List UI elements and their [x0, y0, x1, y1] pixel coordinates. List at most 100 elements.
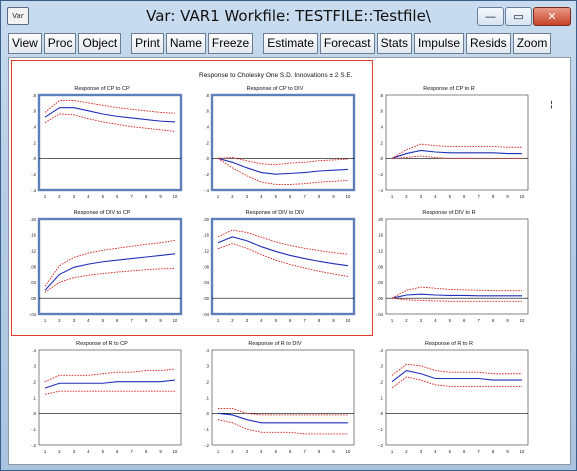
irf-panel[interactable]: Response of CP to DIV -.4 -.2 .0 .2 .4 .6 .8 1 2 3…	[192, 84, 358, 204]
forecast-button[interactable]: Forecast	[319, 33, 375, 54]
irf-panel[interactable]: Response of R to R -.2 -.1 .0 .1 .2 .3 .4 1 2 3 4 5 6…	[366, 339, 532, 459]
x-tick-label: 5	[275, 194, 278, 199]
x-tick-label: 10	[173, 194, 178, 199]
x-tick-label: 2	[231, 449, 234, 454]
panel-chart: -.2 -.1 .0 .1 .2 .3 .4 1 2 3 4 5 6 7 8 9 10	[204, 348, 355, 454]
y-tick-label: -.04	[376, 312, 384, 317]
view-button[interactable]: View	[8, 33, 42, 54]
x-tick-label: 2	[231, 194, 234, 199]
plot-frame	[385, 349, 529, 446]
irf-panel[interactable]: Response of R to DIV -.2 -.1 .0 .1 .2 .3 .4 1 2 3 4…	[192, 339, 358, 459]
x-tick-label: 3	[73, 318, 76, 323]
y-tick-label: .3	[206, 364, 210, 369]
panel-chart: -.4 -.2 .0 .2 .4 .6 .8 1 2 3 4 5 6 7 8 9 10	[378, 93, 529, 199]
panel-title: Response of CP to DIV	[246, 86, 304, 92]
panel-title: Response of R to R	[425, 341, 473, 347]
y-tick-label: .8	[206, 93, 210, 98]
x-tick-label: 10	[520, 318, 525, 323]
title-bar[interactable]: Var Var: VAR1 Workfile: TESTFILE::Testfi…	[1, 1, 576, 31]
x-tick-label: 2	[231, 318, 234, 323]
plot-frame	[37, 217, 183, 316]
upper-band-line	[391, 143, 522, 159]
y-tick-label: .16	[30, 233, 36, 238]
stats-button[interactable]: Stats	[376, 33, 412, 54]
proc-button[interactable]: Proc	[43, 33, 77, 54]
freeze-button[interactable]: Freeze	[207, 33, 254, 54]
x-tick-label: 2	[405, 194, 408, 199]
x-tick-label: 7	[303, 318, 306, 323]
y-tick-label: .6	[33, 109, 37, 114]
x-tick-label: 1	[44, 318, 47, 323]
lower-band-line	[44, 268, 176, 293]
y-tick-label: .0	[380, 156, 384, 161]
x-tick-label: 9	[332, 194, 335, 199]
maximize-button[interactable]: ▭	[505, 7, 532, 26]
y-tick-label: .8	[380, 93, 384, 98]
upper-band-line	[391, 286, 522, 299]
irf-panel[interactable]: Response of CP to R -.4 -.2 .0 .2 .4 .6 .8 1 2 3 4 5…	[366, 84, 532, 204]
x-tick-label: 8	[318, 318, 321, 323]
irf-panel[interactable]: Response of DIV to DIV -.04 .00 .04 .08 .12 .1…	[192, 208, 358, 328]
panel-title: Response of CP to CP	[74, 86, 130, 92]
impulse-button[interactable]: Impulse	[413, 33, 464, 54]
irf-panel[interactable]: Response of CP to CP -.4 -.2 .0 .2 .4 .6 .8 1 2 3 4…	[19, 84, 185, 204]
y-tick-label: .4	[33, 124, 37, 129]
object-button[interactable]: Object	[78, 33, 122, 54]
plot-frame	[211, 349, 355, 446]
y-tick-label: .08	[30, 264, 36, 269]
x-tick-label: 10	[346, 318, 351, 323]
lower-band-line	[217, 419, 348, 435]
x-tick-label: 3	[420, 318, 423, 323]
x-tick-label: 5	[102, 194, 105, 199]
toolbar: View Proc Object Print Name Freeze Estim…	[8, 33, 552, 55]
close-button[interactable]: ✕	[533, 7, 571, 26]
x-tick-label: 9	[159, 194, 162, 199]
upper-band-line	[218, 408, 348, 416]
x-tick-label: 2	[405, 449, 408, 454]
irf-panel[interactable]: Response of DIV to CP -.04 .00 .04 .08 .12 .16…	[19, 208, 185, 328]
zoom-button[interactable]: Zoom	[512, 33, 552, 54]
y-tick-label: .0	[206, 411, 210, 416]
x-tick-label: 6	[463, 449, 466, 454]
x-tick-label: 10	[520, 449, 525, 454]
estimate-button[interactable]: Estimate	[263, 33, 318, 54]
x-tick-label: 6	[289, 449, 292, 454]
x-tick-label: 1	[391, 194, 394, 199]
y-tick-label: .3	[380, 364, 384, 369]
x-tick-label: 5	[102, 449, 105, 454]
x-tick-label: 6	[463, 194, 466, 199]
x-tick-label: 4	[87, 318, 90, 323]
panel-title: Response of DIV to CP	[73, 210, 131, 216]
x-tick-label: 10	[173, 449, 178, 454]
y-tick-label: .00	[203, 296, 209, 301]
panel-title: Response of DIV to DIV	[245, 210, 305, 216]
upper-band-line	[217, 229, 349, 255]
x-tick-label: 7	[130, 449, 133, 454]
lower-band-line	[391, 155, 522, 159]
resids-button[interactable]: Resids	[466, 33, 511, 54]
print-button[interactable]: Print	[131, 33, 164, 54]
x-tick-label: 1	[217, 194, 220, 199]
lower-band-line	[44, 390, 175, 395]
irf-panel[interactable]: Response of DIV to R -.04 .00 .04 .08 .12 .16.…	[366, 208, 532, 328]
name-button[interactable]: Name	[165, 33, 206, 54]
x-tick-label: 4	[434, 449, 437, 454]
response-line	[217, 236, 349, 267]
x-tick-label: 6	[116, 318, 119, 323]
x-tick-label: 1	[217, 449, 220, 454]
minimize-button[interactable]: —	[477, 7, 504, 26]
y-tick-label: -.1	[31, 427, 37, 432]
x-tick-label: 9	[159, 318, 162, 323]
plot-frame	[385, 218, 529, 315]
y-tick-label: .0	[33, 411, 37, 416]
x-tick-label: 1	[391, 318, 394, 323]
y-tick-label: .2	[206, 140, 210, 145]
x-tick-label: 6	[289, 318, 292, 323]
var-icon[interactable]: Var	[7, 7, 29, 25]
panel-title: Response of R to CP	[76, 341, 128, 347]
graph-area[interactable]: Response to Cholesky One S.D. Innovation…	[8, 57, 571, 465]
y-tick-label: .16	[377, 233, 383, 238]
x-tick-label: 6	[116, 449, 119, 454]
irf-panel[interactable]: Response of R to CP -.2 -.1 .0 .1 .2 .3 .4 1 2 3 4 5…	[19, 339, 185, 459]
